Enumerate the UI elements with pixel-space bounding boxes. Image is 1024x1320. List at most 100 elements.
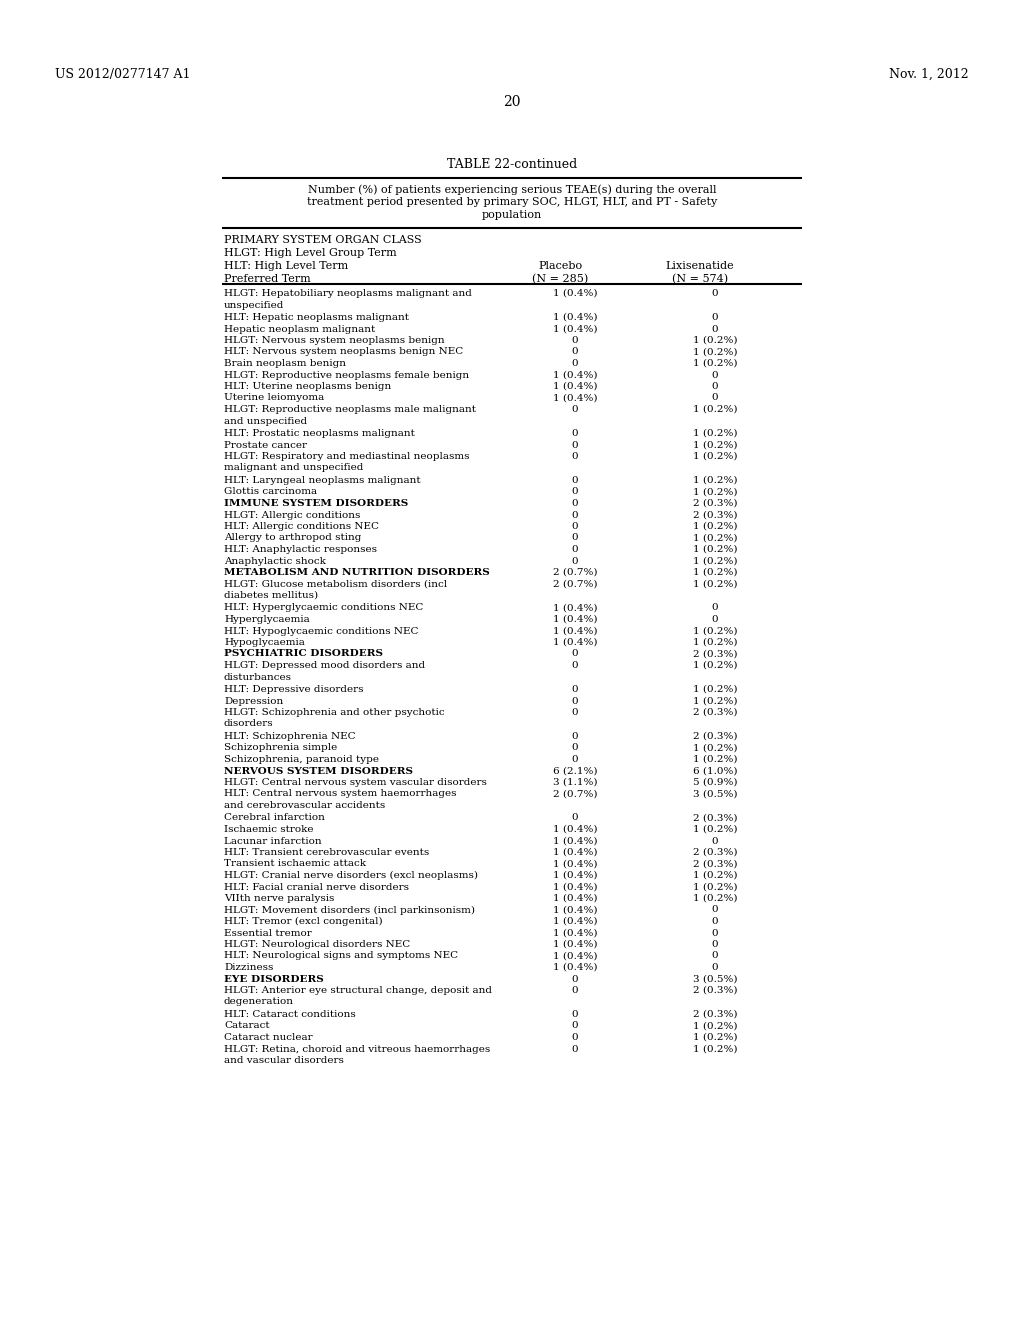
Text: 6 (1.0%): 6 (1.0%)	[693, 767, 737, 776]
Text: 0: 0	[712, 837, 718, 846]
Text: 1 (0.2%): 1 (0.2%)	[693, 743, 737, 752]
Text: Prostate cancer: Prostate cancer	[224, 441, 307, 450]
Text: HLGT: Respiratory and mediastinal neoplasms: HLGT: Respiratory and mediastinal neopla…	[224, 451, 469, 461]
Text: 1 (0.2%): 1 (0.2%)	[693, 359, 737, 368]
Text: 0: 0	[571, 685, 579, 694]
Text: PSYCHIATRIC DISORDERS: PSYCHIATRIC DISORDERS	[224, 649, 383, 659]
Text: 0: 0	[571, 743, 579, 752]
Text: 1 (0.2%): 1 (0.2%)	[693, 477, 737, 484]
Text: HLT: Transient cerebrovascular events: HLT: Transient cerebrovascular events	[224, 847, 429, 857]
Text: 0: 0	[571, 1022, 579, 1031]
Text: HLT: Neurological signs and symptoms NEC: HLT: Neurological signs and symptoms NEC	[224, 952, 458, 961]
Text: 0: 0	[571, 545, 579, 554]
Text: Transient ischaemic attack: Transient ischaemic attack	[224, 859, 366, 869]
Text: HLGT: Retina, choroid and vitreous haemorrhages: HLGT: Retina, choroid and vitreous haemo…	[224, 1044, 490, 1053]
Text: 2 (0.3%): 2 (0.3%)	[693, 649, 737, 659]
Text: 1 (0.2%): 1 (0.2%)	[693, 545, 737, 554]
Text: HLGT: High Level Group Term: HLGT: High Level Group Term	[224, 248, 396, 257]
Text: HLGT: Hepatobiliary neoplasms malignant and: HLGT: Hepatobiliary neoplasms malignant …	[224, 289, 472, 298]
Text: Ischaemic stroke: Ischaemic stroke	[224, 825, 313, 834]
Text: Uterine leiomyoma: Uterine leiomyoma	[224, 393, 325, 403]
Text: 0: 0	[571, 557, 579, 565]
Text: 0: 0	[571, 661, 579, 671]
Text: 1 (0.2%): 1 (0.2%)	[693, 579, 737, 589]
Text: HLT: Schizophrenia NEC: HLT: Schizophrenia NEC	[224, 733, 355, 741]
Text: IMMUNE SYSTEM DISORDERS: IMMUNE SYSTEM DISORDERS	[224, 499, 409, 508]
Text: 2 (0.3%): 2 (0.3%)	[693, 813, 737, 822]
Text: HLT: Laryngeal neoplasms malignant: HLT: Laryngeal neoplasms malignant	[224, 477, 421, 484]
Text: 0: 0	[571, 337, 579, 345]
Text: 0: 0	[571, 511, 579, 520]
Text: HLGT: Schizophrenia and other psychotic: HLGT: Schizophrenia and other psychotic	[224, 708, 444, 717]
Text: (N = 574): (N = 574)	[672, 275, 728, 284]
Text: 1 (0.2%): 1 (0.2%)	[693, 638, 737, 647]
Text: 0: 0	[712, 393, 718, 403]
Text: 2 (0.3%): 2 (0.3%)	[693, 499, 737, 508]
Text: and unspecified: and unspecified	[224, 417, 307, 425]
Text: 0: 0	[712, 964, 718, 972]
Text: and cerebrovascular accidents: and cerebrovascular accidents	[224, 801, 385, 810]
Text: 0: 0	[571, 405, 579, 414]
Text: Anaphylactic shock: Anaphylactic shock	[224, 557, 326, 565]
Text: population: population	[482, 210, 542, 220]
Text: 1 (0.2%): 1 (0.2%)	[693, 627, 737, 635]
Text: 1 (0.4%): 1 (0.4%)	[553, 603, 597, 612]
Text: 2 (0.3%): 2 (0.3%)	[693, 1010, 737, 1019]
Text: HLT: Allergic conditions NEC: HLT: Allergic conditions NEC	[224, 521, 379, 531]
Text: 1 (0.4%): 1 (0.4%)	[553, 917, 597, 927]
Text: 1 (0.4%): 1 (0.4%)	[553, 638, 597, 647]
Text: HLGT: Movement disorders (incl parkinsonism): HLGT: Movement disorders (incl parkinson…	[224, 906, 475, 915]
Text: VIIth nerve paralysis: VIIth nerve paralysis	[224, 894, 335, 903]
Text: HLGT: Depressed mood disorders and: HLGT: Depressed mood disorders and	[224, 661, 425, 671]
Text: 6 (2.1%): 6 (2.1%)	[553, 767, 597, 776]
Text: HLGT: Central nervous system vascular disorders: HLGT: Central nervous system vascular di…	[224, 777, 486, 787]
Text: Cerebral infarction: Cerebral infarction	[224, 813, 325, 822]
Text: treatment period presented by primary SOC, HLGT, HLT, and PT - Safety: treatment period presented by primary SO…	[307, 197, 717, 207]
Text: 1 (0.2%): 1 (0.2%)	[693, 568, 737, 577]
Text: and vascular disorders: and vascular disorders	[224, 1056, 344, 1065]
Text: 1 (0.4%): 1 (0.4%)	[553, 940, 597, 949]
Text: malignant and unspecified: malignant and unspecified	[224, 463, 364, 473]
Text: 1 (0.2%): 1 (0.2%)	[693, 894, 737, 903]
Text: 2 (0.3%): 2 (0.3%)	[693, 708, 737, 717]
Text: 1 (0.2%): 1 (0.2%)	[693, 697, 737, 705]
Text: Hyperglycaemia: Hyperglycaemia	[224, 615, 309, 624]
Text: (N = 285): (N = 285)	[531, 275, 588, 284]
Text: 0: 0	[712, 928, 718, 937]
Text: 0: 0	[712, 917, 718, 927]
Text: 0: 0	[571, 697, 579, 705]
Text: 0: 0	[712, 325, 718, 334]
Text: HLT: Tremor (excl congenital): HLT: Tremor (excl congenital)	[224, 917, 383, 927]
Text: 2 (0.3%): 2 (0.3%)	[693, 859, 737, 869]
Text: 1 (0.4%): 1 (0.4%)	[553, 837, 597, 846]
Text: TABLE 22-continued: TABLE 22-continued	[446, 158, 578, 172]
Text: EYE DISORDERS: EYE DISORDERS	[224, 974, 324, 983]
Text: 2 (0.7%): 2 (0.7%)	[553, 568, 597, 577]
Text: HLGT: Cranial nerve disorders (excl neoplasms): HLGT: Cranial nerve disorders (excl neop…	[224, 871, 478, 880]
Text: HLT: Depressive disorders: HLT: Depressive disorders	[224, 685, 364, 694]
Text: Allergy to arthropod sting: Allergy to arthropod sting	[224, 533, 361, 543]
Text: METABOLISM AND NUTRITION DISORDERS: METABOLISM AND NUTRITION DISORDERS	[224, 568, 489, 577]
Text: 1 (0.2%): 1 (0.2%)	[693, 487, 737, 496]
Text: Number (%) of patients experiencing serious TEAE(s) during the overall: Number (%) of patients experiencing seri…	[308, 183, 716, 194]
Text: 1 (0.2%): 1 (0.2%)	[693, 533, 737, 543]
Text: Brain neoplasm benign: Brain neoplasm benign	[224, 359, 346, 368]
Text: 1 (0.2%): 1 (0.2%)	[693, 405, 737, 414]
Text: 0: 0	[571, 1034, 579, 1041]
Text: 0: 0	[571, 533, 579, 543]
Text: HLT: Hyperglycaemic conditions NEC: HLT: Hyperglycaemic conditions NEC	[224, 603, 423, 612]
Text: 5 (0.9%): 5 (0.9%)	[693, 777, 737, 787]
Text: 2 (0.7%): 2 (0.7%)	[553, 789, 597, 799]
Text: 1 (0.2%): 1 (0.2%)	[693, 557, 737, 565]
Text: 0: 0	[712, 940, 718, 949]
Text: disorders: disorders	[224, 719, 273, 729]
Text: HLGT: Reproductive neoplasms male malignant: HLGT: Reproductive neoplasms male malign…	[224, 405, 476, 414]
Text: 1 (0.4%): 1 (0.4%)	[553, 393, 597, 403]
Text: Schizophrenia, paranoid type: Schizophrenia, paranoid type	[224, 755, 379, 764]
Text: 2 (0.3%): 2 (0.3%)	[693, 733, 737, 741]
Text: 1 (0.2%): 1 (0.2%)	[693, 441, 737, 450]
Text: unspecified: unspecified	[224, 301, 285, 309]
Text: 0: 0	[571, 813, 579, 822]
Text: 1 (0.4%): 1 (0.4%)	[553, 928, 597, 937]
Text: 0: 0	[571, 429, 579, 438]
